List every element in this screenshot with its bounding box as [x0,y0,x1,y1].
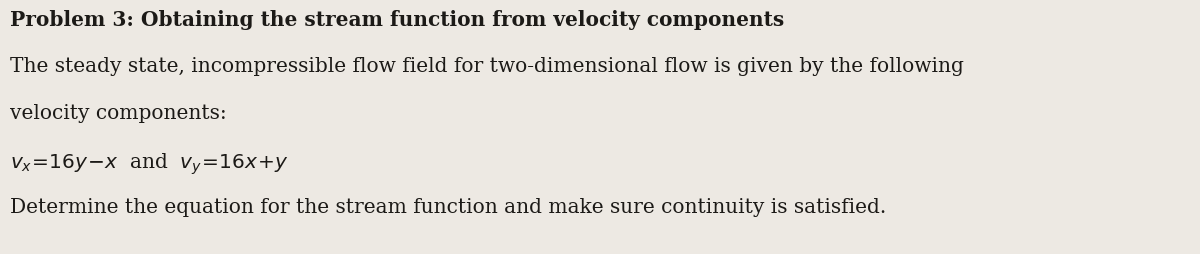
Text: Determine the equation for the stream function and make sure continuity is satis: Determine the equation for the stream fu… [10,198,886,217]
Text: Problem 3: Obtaining the stream function from velocity components: Problem 3: Obtaining the stream function… [10,10,784,30]
Text: velocity components:: velocity components: [10,104,227,123]
Text: $v_x\!=\!16y\!-\!x$  and  $v_y\!=\!16x\!+\!y$: $v_x\!=\!16y\!-\!x$ and $v_y\!=\!16x\!+\… [10,151,288,177]
Text: The steady state, incompressible flow field for two-dimensional flow is given by: The steady state, incompressible flow fi… [10,57,964,76]
